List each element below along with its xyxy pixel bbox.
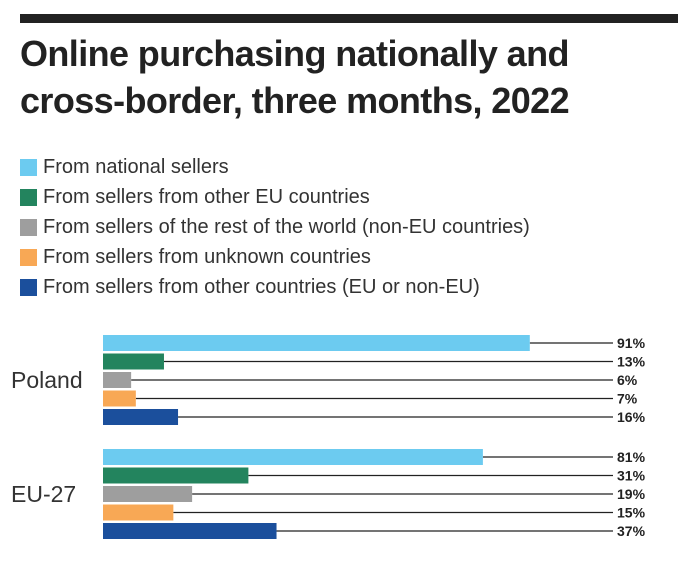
legend-swatch: [20, 188, 37, 206]
legend-label: From national sellers: [43, 155, 229, 178]
legend-item: From sellers from other countries (EU or…: [20, 272, 670, 302]
bar: [103, 523, 277, 539]
data-label: 13%: [617, 354, 646, 370]
data-label: 7%: [617, 391, 638, 407]
legend-label: From sellers from other EU countries: [43, 185, 370, 208]
category-label: Poland: [11, 367, 83, 393]
legend-label: From sellers from other countries (EU or…: [43, 275, 480, 298]
category-label: EU-27: [11, 481, 76, 507]
data-label: 31%: [617, 468, 646, 484]
top-rule: [20, 14, 678, 23]
legend-swatch: [20, 278, 37, 296]
bar: [103, 486, 193, 502]
legend-item: From sellers from unknown countries: [20, 242, 670, 272]
bar: [103, 335, 530, 351]
data-label: 91%: [617, 335, 646, 351]
bar: [103, 504, 174, 521]
bar: [103, 372, 132, 388]
data-label: 15%: [617, 505, 646, 521]
data-label: 81%: [617, 449, 646, 465]
legend-item: From national sellers: [20, 152, 670, 182]
bar: [103, 353, 164, 370]
legend-label: From sellers from unknown countries: [43, 245, 371, 268]
data-label: 19%: [617, 486, 646, 502]
chart-title: Online purchasing nationally and cross-b…: [20, 33, 570, 121]
bar: [103, 409, 179, 425]
legend-swatch: [20, 218, 37, 236]
data-label: 6%: [617, 372, 638, 388]
bar: [103, 467, 249, 484]
legend-swatch: [20, 158, 37, 176]
bar: [103, 390, 136, 407]
legend-label: From sellers of the rest of the world (n…: [43, 215, 530, 238]
legend: From national sellers From sellers from o…: [20, 152, 670, 302]
legend-item: From sellers from other EU countries: [20, 182, 670, 212]
bar: [103, 449, 483, 465]
legend-item: From sellers of the rest of the world (n…: [20, 212, 670, 242]
data-label: 37%: [617, 523, 646, 539]
data-label: 16%: [617, 409, 646, 425]
legend-swatch: [20, 248, 37, 266]
